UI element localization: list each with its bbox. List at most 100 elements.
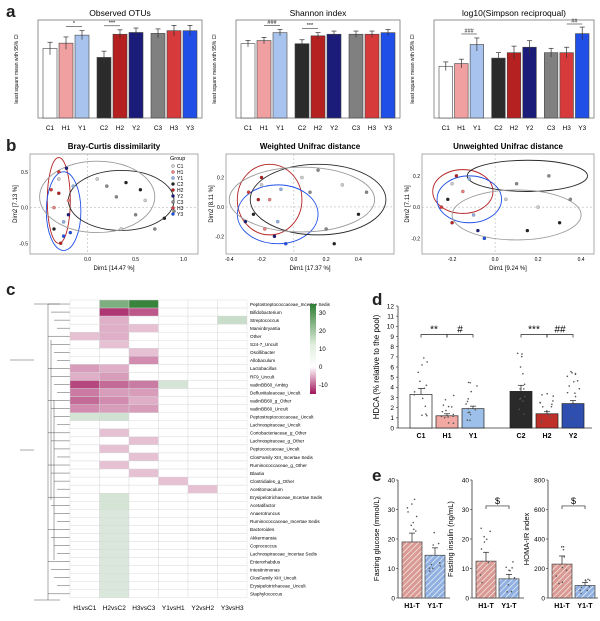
heatmap-cell [128, 307, 159, 317]
heatmap-cell [187, 501, 218, 510]
heatmap-cell [158, 364, 189, 373]
data-point [419, 380, 421, 383]
bar-Y1 [469, 44, 484, 119]
point-Y3 [61, 234, 66, 238]
heatmap-cell [158, 492, 189, 502]
bar-C3 [150, 33, 166, 119]
data-point [437, 542, 440, 545]
colorbar [310, 304, 316, 394]
data-point [426, 361, 428, 363]
colorbar-tick-label: 20 [319, 329, 326, 335]
y-axis-label: least square mean with 95% CI [212, 34, 218, 103]
heatmap-cell [69, 573, 100, 582]
row-label: vadinBB60_Ambig [250, 382, 288, 387]
x-tick-label: Y1 [78, 125, 86, 132]
y-tick-label: 400 [534, 536, 545, 543]
x-tick-label: Y1-T [427, 603, 443, 610]
legend-marker-H3 [171, 206, 175, 210]
heatmap-cell [69, 533, 100, 542]
y-axis-label: least square mean with 95% CI [14, 34, 20, 103]
data-point [421, 364, 423, 366]
column-label: H1vsC1 [73, 605, 97, 612]
legend-title: Group [170, 156, 185, 162]
x-tick-label: 0.0 [84, 257, 91, 263]
heatmap-cell [217, 412, 248, 421]
heatmap-cell [99, 509, 130, 518]
data-point [412, 521, 415, 524]
chart-unweighted-unifrac: Unweighted Unifrac distance -0.2 0.0 0.2 0.4… [405, 142, 595, 272]
heatmap-cell [128, 412, 159, 421]
x-tick-label: H1 [457, 125, 466, 132]
plot-frame [225, 153, 395, 255]
row-label: Peptostreptococcaceae_Incertae Sedis [250, 302, 331, 307]
column-label: Y3vsH3 [221, 605, 244, 612]
heatmap-cell [158, 404, 189, 413]
data-point [412, 528, 415, 531]
heatmap-cell [99, 492, 130, 502]
point-C1 [340, 183, 345, 187]
heatmap-cell [187, 396, 218, 405]
data-point [549, 416, 552, 419]
heatmap-cell [187, 549, 218, 558]
heatmap-cell [99, 332, 130, 341]
point-C2 [446, 197, 450, 202]
legend-marker-H1 [171, 170, 175, 174]
point-H1 [66, 198, 71, 203]
y-tick-label: 5 [390, 374, 394, 381]
heatmap-cell [217, 323, 248, 333]
heatmap-cell [99, 533, 130, 542]
chart-title: Shannon index [290, 8, 347, 18]
significance-mark: $ [495, 496, 500, 506]
heatmap-cell [128, 476, 159, 486]
heatmap-cell [187, 492, 218, 502]
point-C2 [124, 180, 128, 185]
heatmap-cell [158, 307, 189, 317]
row-label: vadinBB60_Uncult [250, 406, 289, 411]
data-point [570, 417, 573, 420]
bar-H2 [506, 52, 522, 119]
row-label: Ruminococcaceae_g_Other [250, 463, 307, 468]
x-tick-label: C2 [100, 125, 109, 132]
point-C2 [525, 228, 530, 233]
data-point [523, 413, 525, 415]
heatmap-cell [128, 549, 159, 558]
data-point [407, 511, 409, 513]
data-point [552, 395, 555, 397]
data-point [421, 397, 424, 400]
heatmap-cell [158, 332, 189, 341]
heatmap-cell [99, 573, 130, 582]
row-label: Lachnospiraceae_Uncult [250, 423, 301, 428]
x-tick-label: 0.2 [323, 257, 330, 263]
heatmap-cell [69, 372, 100, 381]
point-C1 [95, 177, 99, 181]
heatmap-cell [69, 348, 100, 357]
data-point [467, 411, 470, 414]
data-point [483, 535, 485, 538]
point-H2 [256, 197, 261, 202]
data-point [565, 569, 568, 571]
heatmap-cell [158, 356, 189, 365]
heatmap-cell [217, 541, 248, 550]
y-tick-label: 11 [387, 313, 394, 320]
x-tick-label: -0.2 [448, 257, 457, 263]
data-point [562, 546, 565, 548]
heatmap-cell [99, 476, 130, 486]
bar-H1-T [551, 563, 573, 599]
data-point [524, 395, 526, 398]
data-point [426, 414, 428, 417]
heatmap-cell [99, 501, 130, 510]
data-point [518, 408, 521, 411]
heatmap-cell [217, 452, 248, 462]
y-tick-label: 800 [534, 477, 545, 484]
data-point [566, 375, 569, 378]
x-tick-label: C1 [46, 125, 55, 132]
row-label: Streptococcus [250, 318, 280, 323]
data-point [469, 381, 472, 384]
data-point [551, 403, 553, 406]
heatmap-cell [217, 501, 248, 510]
x-axis-label: Dim1 [9.24 %] [489, 266, 527, 272]
heatmap-cell [128, 348, 159, 357]
bar-Y3 [575, 33, 590, 119]
chart-title: Observed OTUs [89, 8, 150, 18]
point-H1 [52, 205, 56, 210]
